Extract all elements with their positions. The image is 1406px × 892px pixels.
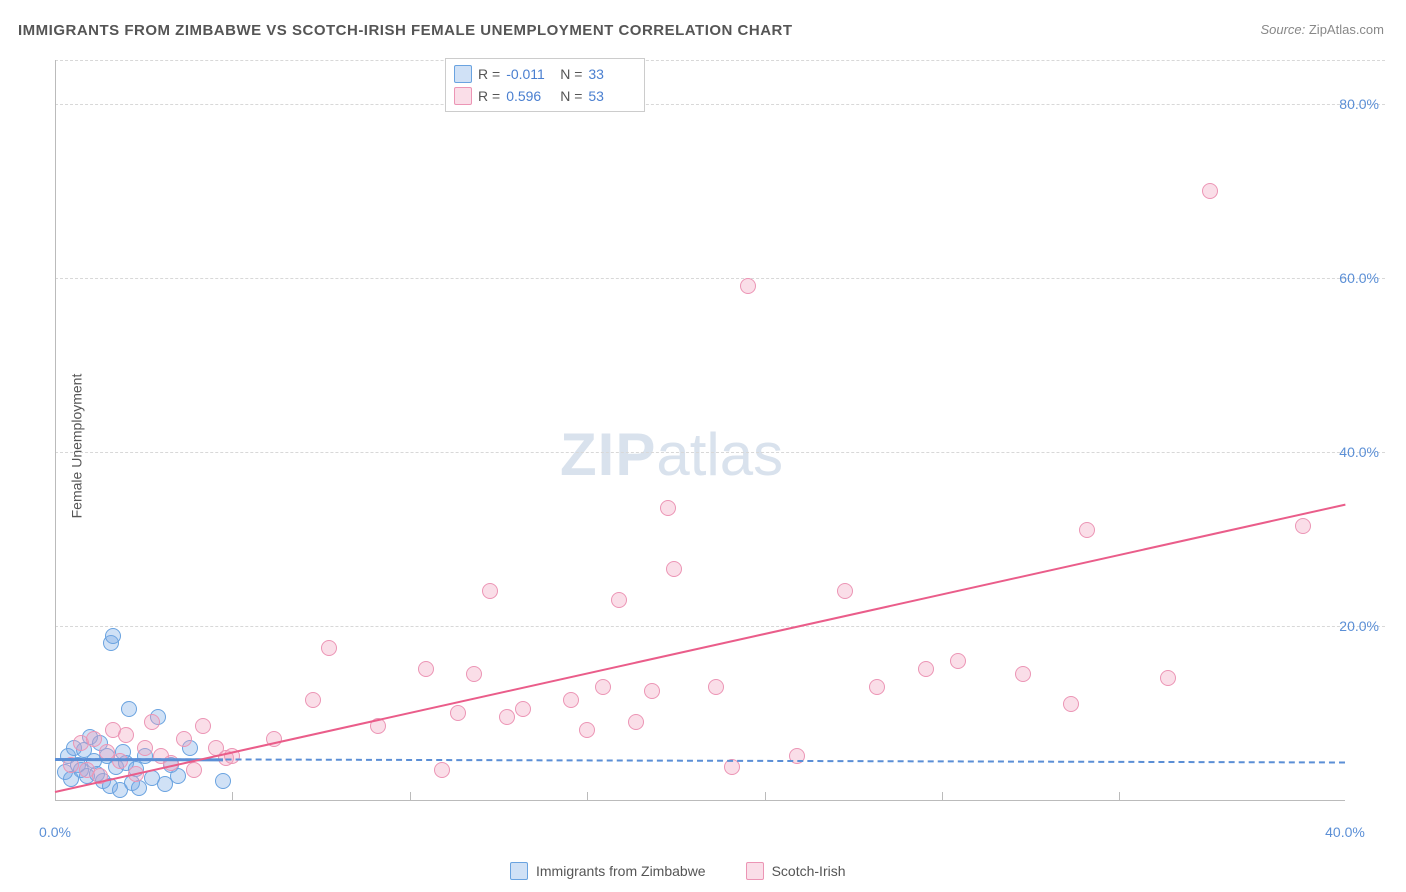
legend-r-label: R = [478,66,500,82]
legend-n-value: 53 [588,88,636,104]
x-minor-tick [232,792,233,800]
watermark: ZIPatlas [560,420,783,489]
data-point [789,748,805,764]
x-tick-label: 40.0% [1325,824,1365,840]
data-point [105,628,121,644]
data-point [137,740,153,756]
y-tick-label: 20.0% [1339,618,1379,634]
data-point [740,278,756,294]
x-minor-tick [765,792,766,800]
data-point [563,692,579,708]
legend-series-name: Immigrants from Zimbabwe [536,863,706,879]
grid-line [55,104,1385,105]
data-point [595,679,611,695]
data-point [86,731,102,747]
regression-line [55,504,1345,793]
data-point [499,709,515,725]
x-minor-tick [410,792,411,800]
grid-line [55,60,1385,61]
legend-item: Immigrants from Zimbabwe [510,862,706,880]
legend-item: Scotch-Irish [746,862,846,880]
legend-n-label: N = [560,66,582,82]
x-tick-label: 0.0% [39,824,71,840]
legend-row: R = 0.596 N = 53 [454,85,636,107]
data-point [186,762,202,778]
data-point [515,701,531,717]
data-point [305,692,321,708]
data-point [195,718,211,734]
legend-r-label: R = [478,88,500,104]
x-axis-line [55,800,1345,801]
data-point [666,561,682,577]
data-point [418,661,434,677]
source-name: ZipAtlas.com [1309,22,1384,37]
correlation-legend: R = -0.011 N = 33 R = 0.596 N = 53 [445,58,645,112]
data-point [1295,518,1311,534]
source-attribution: Source: ZipAtlas.com [1260,22,1384,37]
data-point [869,679,885,695]
data-point [144,714,160,730]
legend-swatch [510,862,528,880]
data-point [660,500,676,516]
data-point [434,762,450,778]
grid-line [55,452,1385,453]
legend-swatch [454,87,472,105]
data-point [1063,696,1079,712]
watermark-zip: ZIP [560,421,656,488]
chart-title: IMMIGRANTS FROM ZIMBABWE VS SCOTCH-IRISH… [18,22,793,39]
y-tick-label: 40.0% [1339,444,1379,460]
data-point [950,653,966,669]
data-point [450,705,466,721]
grid-line [55,626,1385,627]
legend-r-value: 0.596 [506,88,554,104]
data-point [1079,522,1095,538]
y-tick-label: 80.0% [1339,96,1379,112]
source-prefix: Source: [1260,22,1308,37]
watermark-atlas: atlas [656,421,783,488]
y-axis-line [55,60,56,800]
legend-row: R = -0.011 N = 33 [454,63,636,85]
data-point [466,666,482,682]
plot-canvas: ZIPatlas 20.0%40.0%60.0%80.0%0.0%40.0% [45,60,1385,850]
legend-series-name: Scotch-Irish [772,863,846,879]
x-minor-tick [587,792,588,800]
data-point [628,714,644,730]
data-point [579,722,595,738]
data-point [1160,670,1176,686]
x-minor-tick [942,792,943,800]
data-point [482,583,498,599]
y-tick-label: 60.0% [1339,270,1379,286]
series-legend: Immigrants from Zimbabwe Scotch-Irish [510,862,846,880]
legend-n-label: N = [560,88,582,104]
data-point [118,727,134,743]
data-point [611,592,627,608]
grid-line [55,278,1385,279]
data-point [176,731,192,747]
chart-plot-area: ZIPatlas 20.0%40.0%60.0%80.0%0.0%40.0% [45,60,1385,850]
regression-line [55,758,1345,763]
x-minor-tick [1119,792,1120,800]
data-point [837,583,853,599]
data-point [121,701,137,717]
legend-r-value: -0.011 [506,66,554,82]
data-point [215,773,231,789]
data-point [918,661,934,677]
data-point [644,683,660,699]
data-point [1202,183,1218,199]
legend-swatch [746,862,764,880]
legend-n-value: 33 [588,66,636,82]
data-point [1015,666,1031,682]
data-point [708,679,724,695]
data-point [321,640,337,656]
legend-swatch [454,65,472,83]
